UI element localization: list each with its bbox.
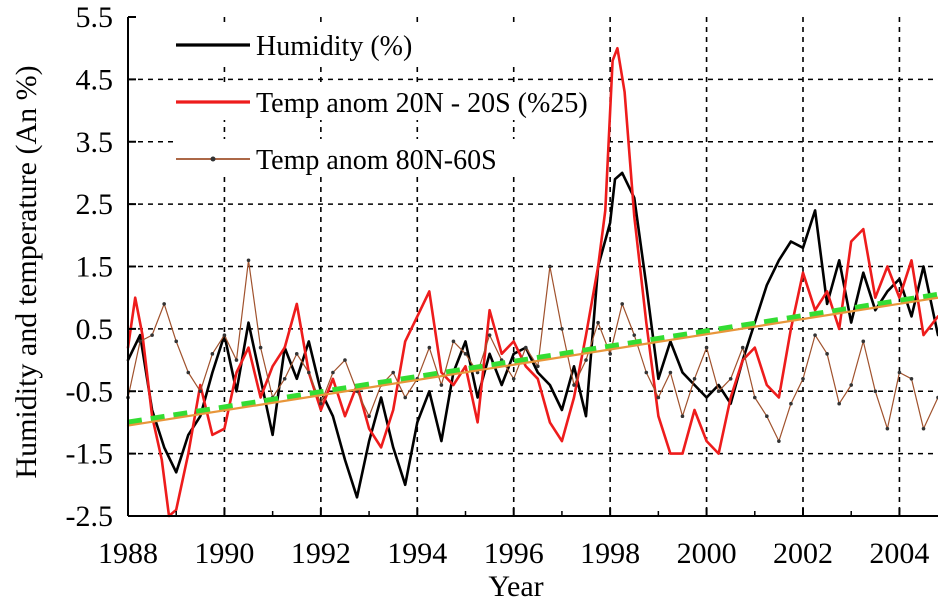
y-axis-label: Humidity and temperature (An %) xyxy=(10,65,43,478)
y-tick-label: 0.5 xyxy=(76,313,114,346)
series-point xyxy=(294,352,299,356)
series-point xyxy=(427,345,432,350)
legend-label: Temp anom 20N - 20S (%25) xyxy=(256,88,588,119)
x-tick-label: 2004 xyxy=(869,537,929,570)
series-point xyxy=(680,414,685,419)
series-point xyxy=(813,333,817,337)
series-point xyxy=(523,345,528,350)
series-point xyxy=(716,389,721,394)
y-tick-label: -1.5 xyxy=(66,438,114,471)
series-point xyxy=(403,395,408,400)
x-tick-label: 1988 xyxy=(98,537,158,570)
series-point xyxy=(765,414,769,419)
series-point xyxy=(198,389,203,394)
y-tick-label: 2.5 xyxy=(76,188,114,221)
series-point xyxy=(210,352,215,356)
series-point xyxy=(439,383,444,387)
series-point xyxy=(234,358,239,362)
series-point xyxy=(668,370,673,375)
legend: Humidity (%) Temp anom 20N - 20S (%25) Tem… xyxy=(174,25,604,177)
series-point xyxy=(632,333,637,337)
series-point xyxy=(885,426,890,431)
series-line-1 xyxy=(126,171,938,499)
series-point xyxy=(463,352,468,356)
series-point xyxy=(150,333,154,337)
series-point xyxy=(174,339,179,344)
legend-marker xyxy=(210,156,216,162)
series-point xyxy=(825,352,829,356)
series-point xyxy=(752,395,757,400)
series-point xyxy=(572,383,576,387)
series-point xyxy=(596,320,600,325)
series-point xyxy=(704,345,709,350)
series-point xyxy=(692,376,697,381)
series-point xyxy=(909,376,914,381)
series-point xyxy=(644,370,649,375)
series-point xyxy=(331,370,335,375)
series-line-3 xyxy=(127,259,938,442)
y-tick-label: 1.5 xyxy=(76,251,114,284)
series-point xyxy=(777,439,781,443)
series-point xyxy=(584,358,588,362)
series-point xyxy=(367,414,371,419)
x-tick-label: 2000 xyxy=(677,537,737,570)
x-ticks: 1988 1990 1992 1994 1996 1998 2000 2002 2004 xyxy=(98,508,929,570)
series-point xyxy=(487,333,492,337)
series-point xyxy=(536,364,540,369)
series-point xyxy=(343,358,347,362)
series-point xyxy=(391,370,395,375)
y-tick-label: 5.5 xyxy=(76,1,114,34)
x-tick-label: 2002 xyxy=(773,537,833,570)
series-point xyxy=(921,426,926,431)
series-point xyxy=(511,376,516,381)
x-tick-label: 1990 xyxy=(194,537,254,570)
series-point xyxy=(656,395,661,400)
trend-line xyxy=(126,296,938,427)
series-point xyxy=(801,376,805,381)
x-tick-label: 1998 xyxy=(580,537,640,570)
series-point xyxy=(246,258,251,263)
legend-item-background xyxy=(174,139,604,177)
legend-label: Humidity (%) xyxy=(256,31,412,62)
series-point xyxy=(319,401,323,406)
series-point xyxy=(728,376,733,381)
series-point xyxy=(873,389,878,394)
series-point xyxy=(837,401,841,406)
series-point xyxy=(740,345,745,350)
series-point xyxy=(620,302,624,306)
x-tick-label: 1994 xyxy=(387,537,447,570)
series-point xyxy=(222,333,227,337)
y-tick-label: -2.5 xyxy=(66,500,114,533)
series-point xyxy=(138,339,142,344)
series-point xyxy=(548,264,552,269)
series-point xyxy=(608,352,612,356)
series-point xyxy=(258,345,263,350)
x-axis-label: Year xyxy=(488,570,543,603)
x-tick-label: 1992 xyxy=(291,537,351,570)
series-point xyxy=(897,370,902,375)
y-tick-label: 3.5 xyxy=(76,126,114,159)
series-point xyxy=(162,302,166,306)
series-point xyxy=(307,370,311,375)
series-point xyxy=(560,327,564,331)
y-ticks: -2.5 -1.5 -0.5 0.5 1.5 2.5 3.5 4.5 5.5 xyxy=(66,1,136,533)
series-point xyxy=(789,401,793,406)
x-tick-label: 1996 xyxy=(484,537,544,570)
series-point xyxy=(849,383,854,387)
y-tick-label: 4.5 xyxy=(76,63,114,96)
y-tick-label: -0.5 xyxy=(66,375,114,408)
series-point xyxy=(451,339,456,344)
series-point xyxy=(861,339,866,344)
series-point xyxy=(282,376,287,381)
legend-label: Temp anom 80N-60S xyxy=(256,145,497,176)
series-point xyxy=(186,370,191,375)
series-group xyxy=(126,46,938,518)
